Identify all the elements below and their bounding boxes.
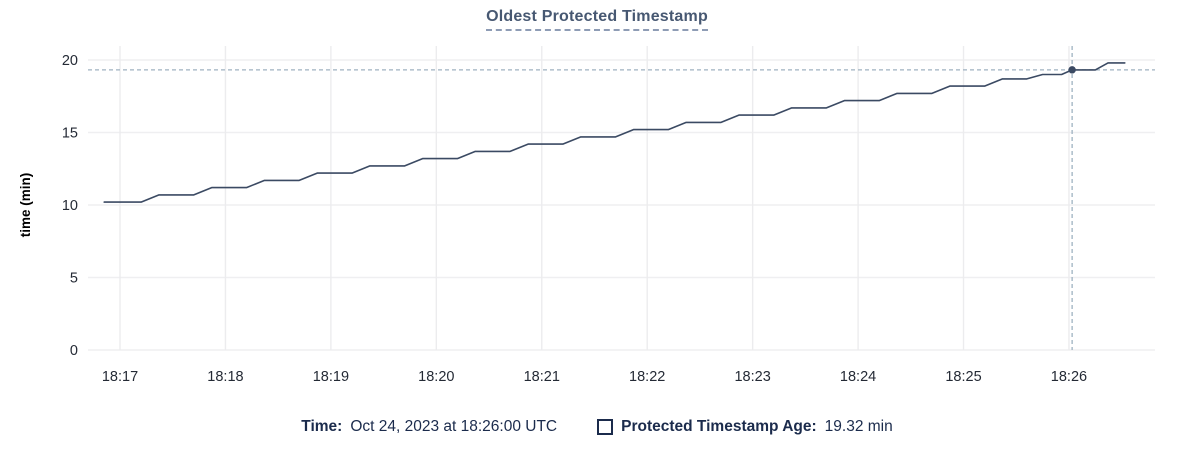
y-tick-label: 5 xyxy=(70,271,78,287)
chart-legend: Time: Oct 24, 2023 at 18:26:00 UTC Prote… xyxy=(0,418,1194,436)
x-tick-label: 18:24 xyxy=(840,369,876,385)
legend-time-label: Time: xyxy=(301,418,343,435)
hover-dot xyxy=(1068,66,1076,74)
x-tick-label: 18:25 xyxy=(945,369,981,385)
legend-time-value: Oct 24, 2023 at 18:26:00 UTC xyxy=(350,418,558,435)
x-tick-label: 18:17 xyxy=(102,369,138,385)
y-tick-label: 15 xyxy=(62,126,78,142)
chart-title[interactable]: Oldest Protected Timestamp xyxy=(486,8,708,31)
x-tick-label: 18:19 xyxy=(313,369,349,385)
series-swatch-icon xyxy=(597,419,614,435)
chart-title-row: Oldest Protected Timestamp xyxy=(0,8,1194,31)
legend-series-label: Protected Timestamp Age: xyxy=(621,418,817,435)
x-tick-label: 18:18 xyxy=(207,369,243,385)
y-axis-label: time (min) xyxy=(18,173,33,238)
legend-time-group: Time: Oct 24, 2023 at 18:26:00 UTC xyxy=(301,418,557,436)
x-tick-label: 18:20 xyxy=(418,369,454,385)
legend-series-value: 19.32 min xyxy=(824,418,893,435)
x-tick-label: 18:21 xyxy=(524,369,560,385)
x-tick-label: 18:23 xyxy=(734,369,770,385)
x-tick-label: 18:26 xyxy=(1051,369,1087,385)
y-tick-label: 10 xyxy=(62,198,78,214)
series-line xyxy=(103,62,1126,203)
y-tick-label: 0 xyxy=(70,343,78,359)
x-tick-label: 18:22 xyxy=(629,369,665,385)
chart-plot[interactable]: 0 5 10 15 20 18:17 18:18 18:19 18:20 18:21 18:22 18… xyxy=(0,0,1194,400)
y-tick-label: 20 xyxy=(62,53,78,69)
legend-series-item[interactable]: Protected Timestamp Age: 19.32 min xyxy=(597,418,893,436)
